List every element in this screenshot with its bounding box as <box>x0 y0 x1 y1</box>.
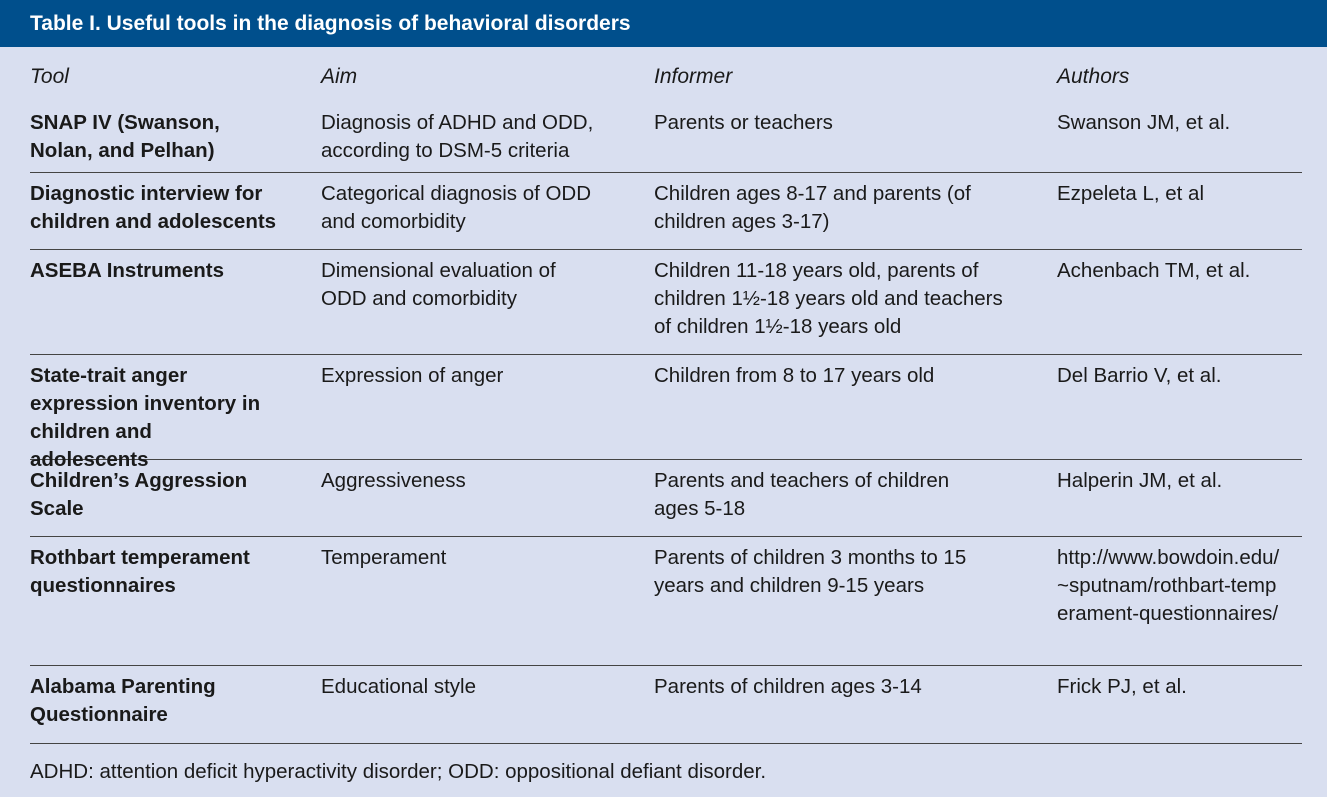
cell-aim: Diagnosis of ADHD and ODD, according to … <box>321 111 594 162</box>
cell-aim: Educational style <box>321 675 476 698</box>
cell-tool: Alabama Parenting Questionnaire <box>30 675 216 726</box>
header-tool: Tool <box>30 65 69 88</box>
cell-informer: Children ages 8-17 and parents (of child… <box>654 182 971 233</box>
table-row: Rothbart temperament questionnaires Temp… <box>30 537 1302 666</box>
table-row: State-trait anger expression inventory i… <box>30 355 1302 471</box>
cell-tool: SNAP IV (Swanson, Nolan, and Pelhan) <box>30 111 220 162</box>
tools-table: Tool Aim Informer Authors SNAP IV (Swans… <box>30 47 1302 744</box>
cell-tool: State-trait anger expression inventory i… <box>30 364 261 471</box>
cell-tool: Rothbart temperament questionnaires <box>30 546 250 597</box>
cell-authors: Ezpeleta L, et al <box>1057 182 1205 205</box>
table-row: ASEBA Instruments Dimensional evaluation… <box>30 250 1302 355</box>
table-row: Diagnostic interview for children and ad… <box>30 173 1302 250</box>
header-informer: Informer <box>654 65 733 88</box>
cell-authors: Halperin JM, et al. <box>1057 469 1223 492</box>
cell-aim: Expression of anger <box>321 364 504 387</box>
cell-aim: Temperament <box>321 546 447 569</box>
table-footnote: ADHD: attention deficit hyperactivity di… <box>30 760 767 783</box>
cell-informer: Parents and teachers of children ages 5-… <box>654 469 950 520</box>
table-row: SNAP IV (Swanson, Nolan, and Pelhan) Dia… <box>30 105 1302 173</box>
table-header-row: Tool Aim Informer Authors <box>30 47 1302 105</box>
cell-aim: Categorical diagnosis of ODD and comorbi… <box>321 182 592 233</box>
cell-informer: Parents of children 3 months to 15 years… <box>654 546 967 597</box>
table-row: Alabama Parenting Questionnaire Educatio… <box>30 666 1302 744</box>
table-title: Table I. Useful tools in the diagnosis o… <box>0 0 1327 47</box>
table-row: Children’s Aggression Scale Aggressivene… <box>30 460 1302 537</box>
cell-tool: Diagnostic interview for children and ad… <box>30 182 277 233</box>
header-aim: Aim <box>321 65 358 88</box>
cell-authors: Del Barrio V, et al. <box>1057 364 1222 387</box>
cell-tool: Children’s Aggression Scale <box>30 469 248 520</box>
header-authors: Authors <box>1057 65 1130 88</box>
cell-informer: Parents of children ages 3-14 <box>654 675 922 698</box>
cell-authors-link[interactable]: http://www.bowdoin.edu/~sputnam/rothbart… <box>1057 546 1280 625</box>
cell-aim: Dimensional evaluation of ODD and comorb… <box>321 259 556 310</box>
cell-authors: Achenbach TM, et al. <box>1057 259 1251 282</box>
cell-authors: Swanson JM, et al. <box>1057 111 1231 134</box>
cell-authors: Frick PJ, et al. <box>1057 675 1187 698</box>
cell-informer: Parents or teachers <box>654 111 833 134</box>
cell-informer: Children 11-18 years old, parents of chi… <box>654 259 1003 338</box>
cell-aim: Aggressiveness <box>321 469 466 492</box>
cell-tool: ASEBA Instruments <box>30 259 225 282</box>
cell-informer: Children from 8 to 17 years old <box>654 364 935 387</box>
